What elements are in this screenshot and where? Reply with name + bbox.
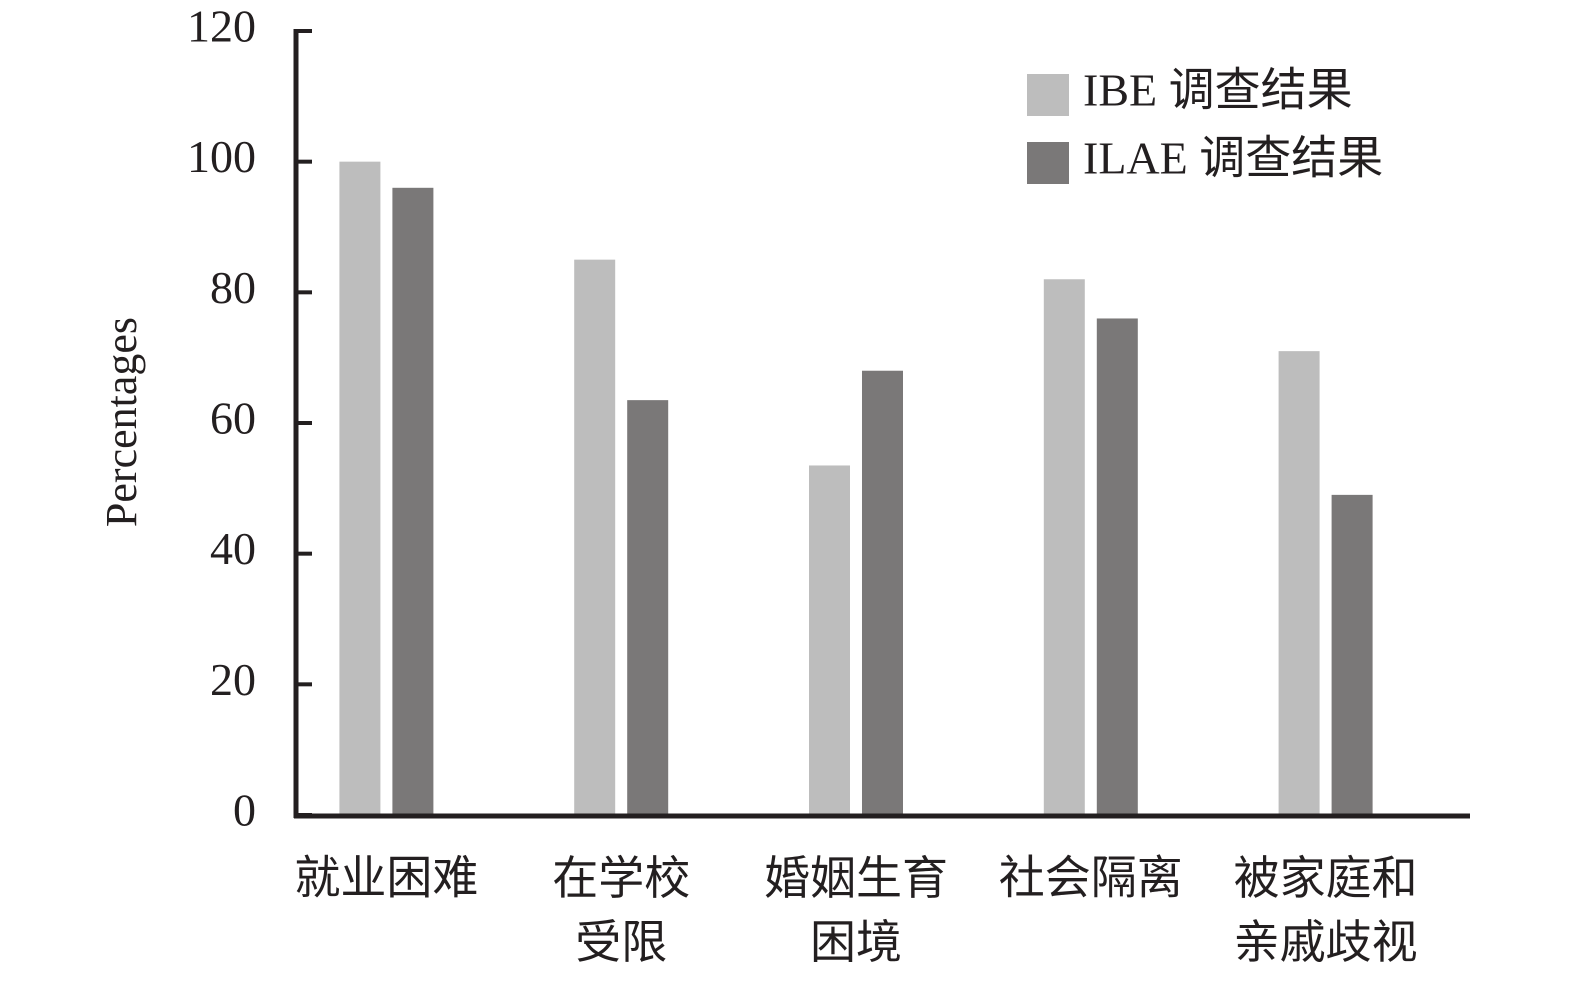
y-tick-label: 20	[210, 654, 256, 705]
bar	[392, 187, 434, 816]
bar	[339, 161, 381, 815]
legend-label: ILAE 调查结果	[1083, 133, 1383, 184]
bar	[627, 400, 669, 815]
bar	[1331, 494, 1373, 815]
x-tick-label: 婚姻生育困境	[764, 853, 948, 968]
y-tick-label: 40	[210, 523, 256, 574]
y-tick-label: 120	[187, 1, 256, 52]
bar	[861, 370, 903, 815]
y-tick-label: 60	[210, 393, 256, 444]
bar	[1278, 351, 1320, 815]
x-tick-label: 被家庭和亲戚歧视	[1234, 853, 1418, 968]
legend-label: IBE 调查结果	[1083, 65, 1353, 116]
legend-swatch	[1027, 74, 1069, 116]
y-tick-label: 0	[233, 785, 256, 836]
y-tick-label: 100	[187, 131, 256, 182]
bar	[574, 259, 616, 816]
x-tick-label: 就业困难	[294, 853, 478, 904]
bar	[1043, 279, 1085, 815]
bar	[1096, 318, 1138, 815]
y-tick-label: 80	[210, 262, 256, 313]
y-axis-label: Percentages	[97, 317, 146, 527]
x-tick-label: 在学校受限	[552, 853, 690, 968]
legend-swatch	[1027, 142, 1069, 184]
x-tick-label: 社会隔离	[999, 853, 1183, 904]
bar	[808, 465, 850, 815]
